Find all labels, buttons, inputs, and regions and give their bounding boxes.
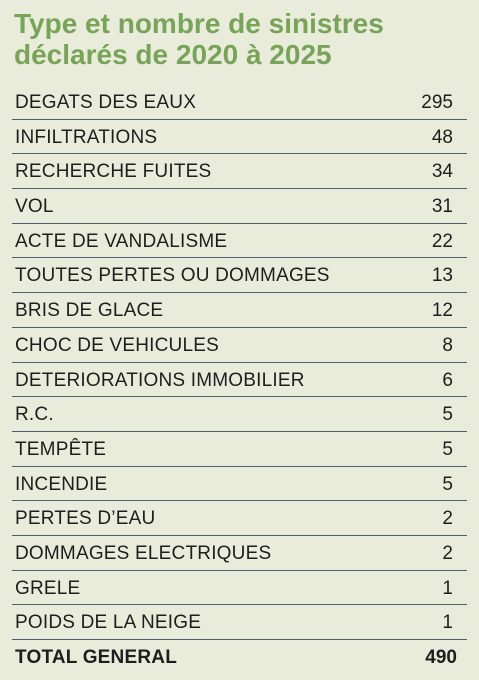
title: Type et nombre de sinistres déclarés de … — [14, 8, 384, 70]
table: DEGATS DES EAUX 295 INFILTRATIONS 48 RECHERC… — [12, 85, 467, 675]
row-value: 6 — [442, 369, 453, 391]
row-label: CHOC DE VEHICULES — [15, 334, 219, 356]
row-value: 5 — [442, 473, 453, 495]
row-value: 295 — [421, 92, 453, 113]
row-label: GRELE — [15, 577, 81, 599]
row-label: INCENDIE — [15, 473, 108, 495]
row-label: VOL — [15, 196, 54, 218]
title-line: déclarés de 2020 à 2025 — [14, 39, 332, 70]
row-value: 31 — [431, 196, 453, 218]
row-value: 1 — [442, 612, 453, 634]
table-row: RECHERCHE FUITES 34 — [12, 154, 467, 190]
row-value: 34 — [431, 161, 453, 183]
row-label: R.C. — [15, 404, 54, 426]
row-label: BRIS DE GLACE — [15, 300, 164, 322]
row-value: 5 — [442, 438, 453, 460]
row-label: DEGATS DES EAUX — [15, 92, 197, 113]
table-row: DOMMAGES ELECTRIQUES 2 — [12, 536, 467, 571]
total-label: TOTAL GENERAL — [15, 647, 177, 668]
row-label: RECHERCHE FUITES — [15, 161, 212, 183]
row-value: 2 — [442, 508, 453, 530]
table-row: BRIS DE GLACE 12 — [12, 293, 467, 328]
row-value: 13 — [431, 265, 453, 287]
row-value: 5 — [442, 404, 453, 426]
table-row: GRELE 1 — [12, 571, 467, 606]
title-line: Type et nombre de sinistres — [14, 8, 384, 39]
row-value: 8 — [442, 334, 453, 356]
table-row: PERTES D’EAU 2 — [12, 501, 467, 536]
row-value: 22 — [431, 230, 453, 252]
row-label: TOUTES PERTES OU DOMMAGES — [15, 265, 330, 287]
row-value: 2 — [442, 542, 453, 564]
row-label: PERTES D’EAU — [15, 508, 156, 530]
table-row: ACTE DE VANDALISME 22 — [12, 224, 467, 259]
table-row: DEGATS DES EAUX 295 — [12, 85, 467, 120]
row-value: 48 — [431, 126, 453, 148]
total-row: TOTAL GENERAL 490 — [12, 640, 467, 675]
row-label: ACTE DE VANDALISME — [15, 230, 228, 252]
table-row: VOL 31 — [12, 189, 467, 224]
table-row: INFILTRATIONS 48 — [12, 120, 467, 155]
table-row: CHOC DE VEHICULES 8 — [12, 328, 467, 363]
total-value: 490 — [425, 647, 457, 668]
table-row: R.C. 5 — [12, 397, 467, 432]
table-row: TEMPÊTE 5 — [12, 432, 467, 467]
row-label: TEMPÊTE — [15, 438, 107, 460]
row-label: DETERIORATIONS IMMOBILIER — [15, 369, 305, 391]
row-value: 12 — [431, 300, 453, 322]
row-label: POIDS DE LA NEIGE — [15, 612, 202, 634]
row-label: DOMMAGES ELECTRIQUES — [15, 542, 272, 564]
table-row: INCENDIE 5 — [12, 467, 467, 502]
table-row: POIDS DE LA NEIGE 1 — [12, 605, 467, 640]
table-row: DETERIORATIONS IMMOBILIER 6 — [12, 363, 467, 398]
table-row: TOUTES PERTES OU DOMMAGES 13 — [12, 258, 467, 294]
row-value: 1 — [442, 577, 453, 599]
row-label: INFILTRATIONS — [15, 126, 158, 148]
